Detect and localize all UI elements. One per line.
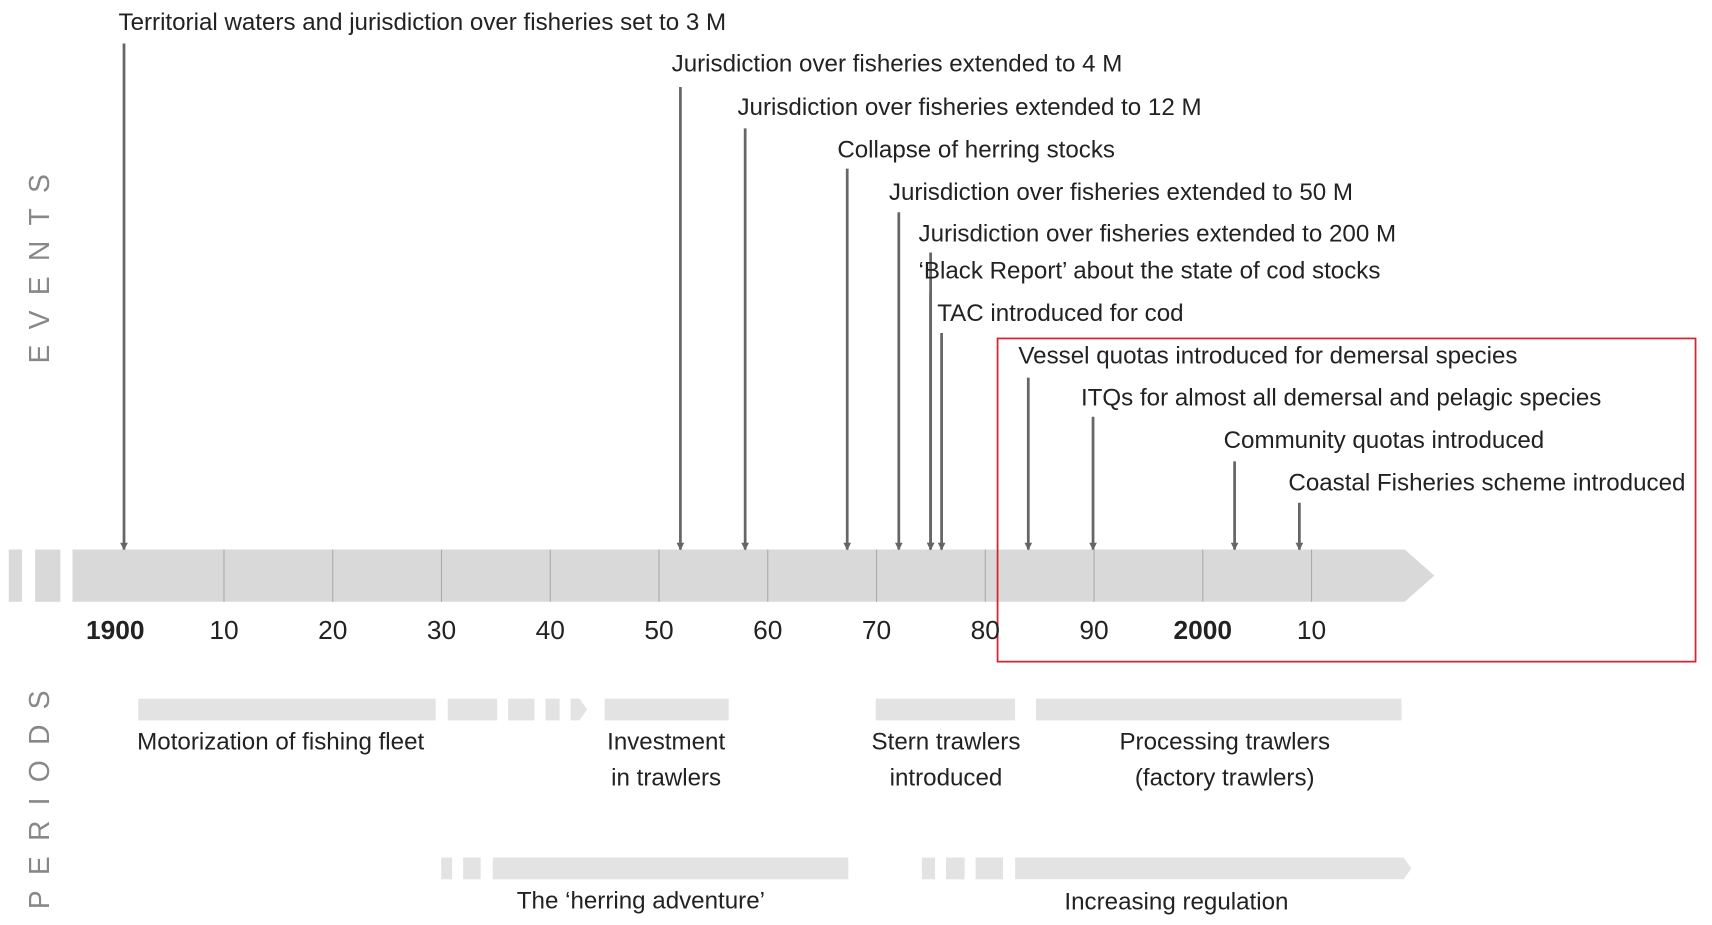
event-label: Collapse of herring stocks <box>837 137 1115 164</box>
event-label: ‘Black Report’ about the state of cod st… <box>919 257 1381 284</box>
period-label: Motorization of fishing fleet <box>137 729 424 756</box>
timeline-label: 80 <box>971 615 1000 645</box>
timeline-label: 40 <box>536 615 565 645</box>
timeline-label: 2000 <box>1174 615 1233 645</box>
timeline-label: 50 <box>644 615 673 645</box>
bar-dash <box>35 549 61 602</box>
event-label: Jurisdiction over fisheries extended to … <box>737 94 1201 121</box>
timeline-label: 90 <box>1079 615 1108 645</box>
timeline-label: 70 <box>862 615 891 645</box>
period-label: Stern trawlers <box>872 729 1021 756</box>
timeline-bar <box>72 549 1435 602</box>
event-label: Jurisdiction over fisheries extended to … <box>919 220 1397 247</box>
timeline-label: 1900 <box>86 615 145 645</box>
timeline-label: 30 <box>427 615 456 645</box>
period-label: Investment <box>607 729 725 756</box>
event-label: Coastal Fisheries scheme introduced <box>1288 470 1685 497</box>
highlight-box <box>996 337 1697 663</box>
period-label: (factory trawlers) <box>1135 765 1315 792</box>
event-label: Jurisdiction over fisheries extended to … <box>672 51 1123 78</box>
period-label: Increasing regulation <box>1064 889 1288 916</box>
timeline-label: 20 <box>318 615 347 645</box>
timeline-label: 60 <box>753 615 782 645</box>
period-label: The ‘herring adventure’ <box>517 888 765 915</box>
event-label: Vessel quotas introduced for demersal sp… <box>1018 342 1517 369</box>
event-label: Jurisdiction over fisheries extended to … <box>889 179 1353 206</box>
event-label: ITQs for almost all demersal and pelagic… <box>1081 385 1601 412</box>
side-label: EVENTS <box>24 159 56 364</box>
timeline-label: 10 <box>209 615 238 645</box>
event-label: TAC introduced for cod <box>937 300 1183 327</box>
period-label: in trawlers <box>611 765 721 792</box>
event-label: Territorial waters and jurisdiction over… <box>119 9 727 36</box>
side-label: PERIODS <box>24 675 56 909</box>
timeline-label: 10 <box>1297 615 1326 645</box>
period-label: Processing trawlers <box>1119 729 1330 756</box>
period-label: introduced <box>890 765 1003 792</box>
bar-dash <box>8 549 22 602</box>
period-bars <box>138 698 1412 880</box>
event-label: Community quotas introduced <box>1224 427 1545 454</box>
